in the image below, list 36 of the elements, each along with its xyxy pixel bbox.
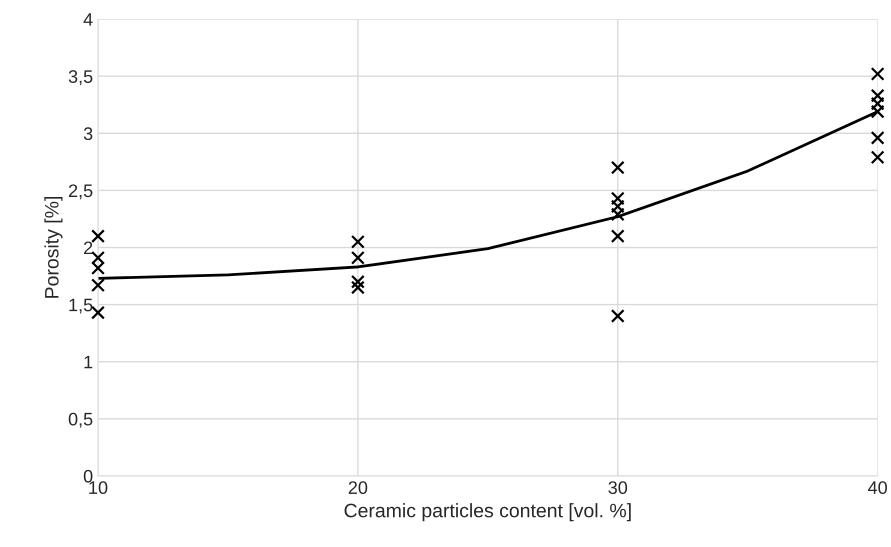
point bbox=[91, 261, 105, 275]
y-tick-label: 4 bbox=[84, 13, 93, 26]
y-tick-label: 3,5 bbox=[68, 70, 92, 86]
point bbox=[870, 150, 885, 164]
point bbox=[350, 280, 365, 294]
point bbox=[870, 67, 885, 81]
y-tick-label: 2 bbox=[84, 241, 92, 254]
point bbox=[91, 306, 105, 320]
y-tick-label: 1,5 bbox=[69, 298, 92, 314]
point bbox=[350, 274, 365, 289]
point bbox=[610, 199, 625, 214]
point bbox=[91, 229, 105, 244]
point bbox=[870, 88, 885, 103]
point bbox=[91, 250, 105, 265]
y-axis-title: Porosity [%] bbox=[44, 197, 62, 298]
x-tick-label: 40 bbox=[868, 481, 887, 494]
y-tick-label: 0 bbox=[84, 470, 92, 483]
x-axis-title: Ceramic particles content [vol. %] bbox=[344, 503, 631, 522]
y-tick-label: 2,5 bbox=[68, 184, 92, 200]
point bbox=[870, 104, 885, 119]
point bbox=[610, 309, 625, 323]
y-tick-label: 1 bbox=[84, 356, 92, 368]
x-tick-label: 20 bbox=[348, 481, 368, 494]
point bbox=[350, 250, 365, 265]
x-tick-label: 30 bbox=[608, 481, 628, 494]
point bbox=[870, 130, 885, 145]
point bbox=[610, 229, 625, 244]
point bbox=[350, 234, 365, 249]
y-tick-label: 3 bbox=[84, 127, 92, 140]
y-tick-label: 0,5 bbox=[68, 412, 92, 428]
point bbox=[91, 278, 105, 292]
point bbox=[610, 192, 625, 206]
point bbox=[610, 160, 625, 175]
point bbox=[870, 96, 885, 111]
x-tick-label: 10 bbox=[89, 481, 108, 494]
point bbox=[610, 207, 625, 222]
